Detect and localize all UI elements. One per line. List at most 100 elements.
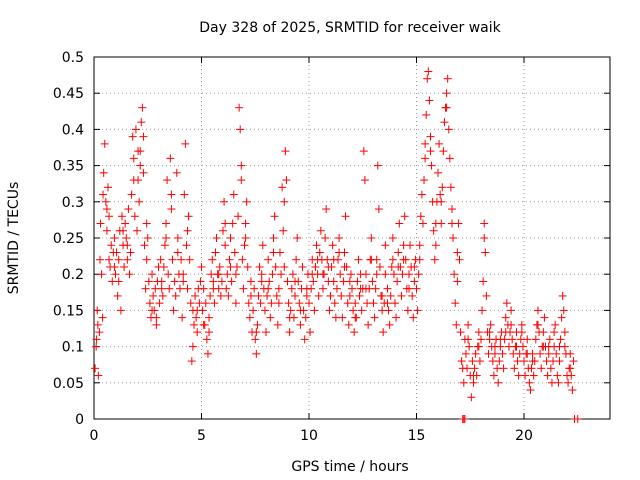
data-point — [388, 234, 397, 242]
data-point — [355, 291, 364, 300]
data-point — [312, 241, 321, 250]
data-point — [265, 277, 274, 286]
data-point — [452, 320, 461, 329]
data-point — [260, 306, 269, 315]
data-point — [226, 262, 235, 271]
data-point — [254, 291, 263, 300]
data-point — [164, 270, 173, 279]
data-point — [246, 291, 255, 300]
data-point — [470, 364, 479, 373]
data-point — [313, 255, 322, 264]
data-point — [430, 255, 439, 264]
data-point — [332, 284, 341, 293]
data-point — [139, 132, 148, 141]
data-point — [102, 205, 111, 214]
data-point — [344, 320, 353, 329]
y-tick-label: 0.4 — [62, 122, 84, 138]
data-point — [152, 313, 161, 322]
data-point — [372, 270, 381, 279]
data-point — [546, 364, 555, 373]
data-point — [139, 168, 148, 177]
data-point — [531, 335, 540, 344]
data-point — [523, 335, 532, 344]
data-point — [110, 262, 119, 271]
data-point — [544, 349, 553, 358]
data-point — [329, 277, 338, 286]
data-point — [196, 277, 205, 286]
data-point — [305, 299, 313, 308]
data-point — [128, 132, 137, 141]
data-point — [464, 335, 473, 344]
data-point — [328, 241, 337, 250]
data-point — [437, 197, 446, 206]
data-point — [374, 205, 383, 214]
data-point — [160, 241, 169, 250]
data-point — [120, 262, 129, 271]
data-point — [394, 262, 403, 271]
data-point — [185, 255, 194, 264]
data-point — [291, 277, 300, 286]
data-point — [238, 255, 247, 264]
data-point — [179, 277, 188, 286]
data-point — [346, 270, 355, 279]
data-point — [415, 241, 424, 250]
data-point — [529, 371, 538, 380]
data-point — [426, 132, 435, 141]
data-point — [162, 234, 171, 242]
data-point — [216, 291, 225, 300]
data-point — [199, 320, 208, 329]
data-point — [440, 118, 449, 127]
data-point — [442, 103, 451, 112]
data-point — [156, 255, 165, 264]
data-point — [325, 306, 334, 315]
data-point — [536, 349, 545, 358]
data-point — [126, 248, 135, 257]
data-point — [540, 313, 549, 322]
data-point — [246, 277, 255, 286]
data-point — [410, 262, 419, 271]
data-point — [155, 299, 164, 308]
data-point — [447, 205, 456, 214]
data-point — [321, 234, 330, 242]
data-point — [443, 74, 452, 83]
data-point — [467, 393, 476, 402]
data-point — [391, 299, 399, 308]
data-point — [220, 197, 229, 206]
data-point — [422, 110, 431, 119]
data-point — [95, 328, 104, 337]
data-point — [205, 328, 214, 337]
data-point — [381, 270, 390, 279]
y-tick-label: 0.05 — [53, 376, 84, 392]
data-point — [458, 364, 467, 373]
data-point — [322, 205, 331, 214]
data-point — [251, 335, 260, 344]
data-point — [300, 335, 309, 344]
data-point — [219, 226, 227, 235]
data-point — [523, 349, 532, 358]
data-point — [266, 313, 275, 322]
data-point — [340, 262, 349, 271]
data-point — [533, 306, 542, 315]
data-point — [367, 234, 376, 242]
data-point — [209, 284, 218, 293]
data-point — [286, 306, 295, 315]
data-point — [341, 212, 350, 221]
y-axis-label: SRMTID / TECUs — [6, 182, 22, 295]
data-point — [105, 255, 114, 264]
x-tick-label: 10 — [300, 428, 318, 444]
data-point — [501, 328, 510, 337]
data-point — [296, 320, 305, 329]
data-point — [188, 342, 197, 351]
data-point — [125, 270, 134, 279]
data-point — [228, 219, 237, 228]
data-point — [130, 212, 139, 221]
data-point — [226, 234, 235, 242]
data-point — [288, 270, 297, 279]
data-point — [277, 270, 286, 279]
data-point — [369, 299, 378, 308]
data-point — [392, 313, 401, 322]
data-point — [168, 255, 177, 264]
data-point — [464, 320, 473, 329]
data-point — [394, 248, 403, 257]
x-axis-label: GPS time / hours — [291, 459, 408, 475]
